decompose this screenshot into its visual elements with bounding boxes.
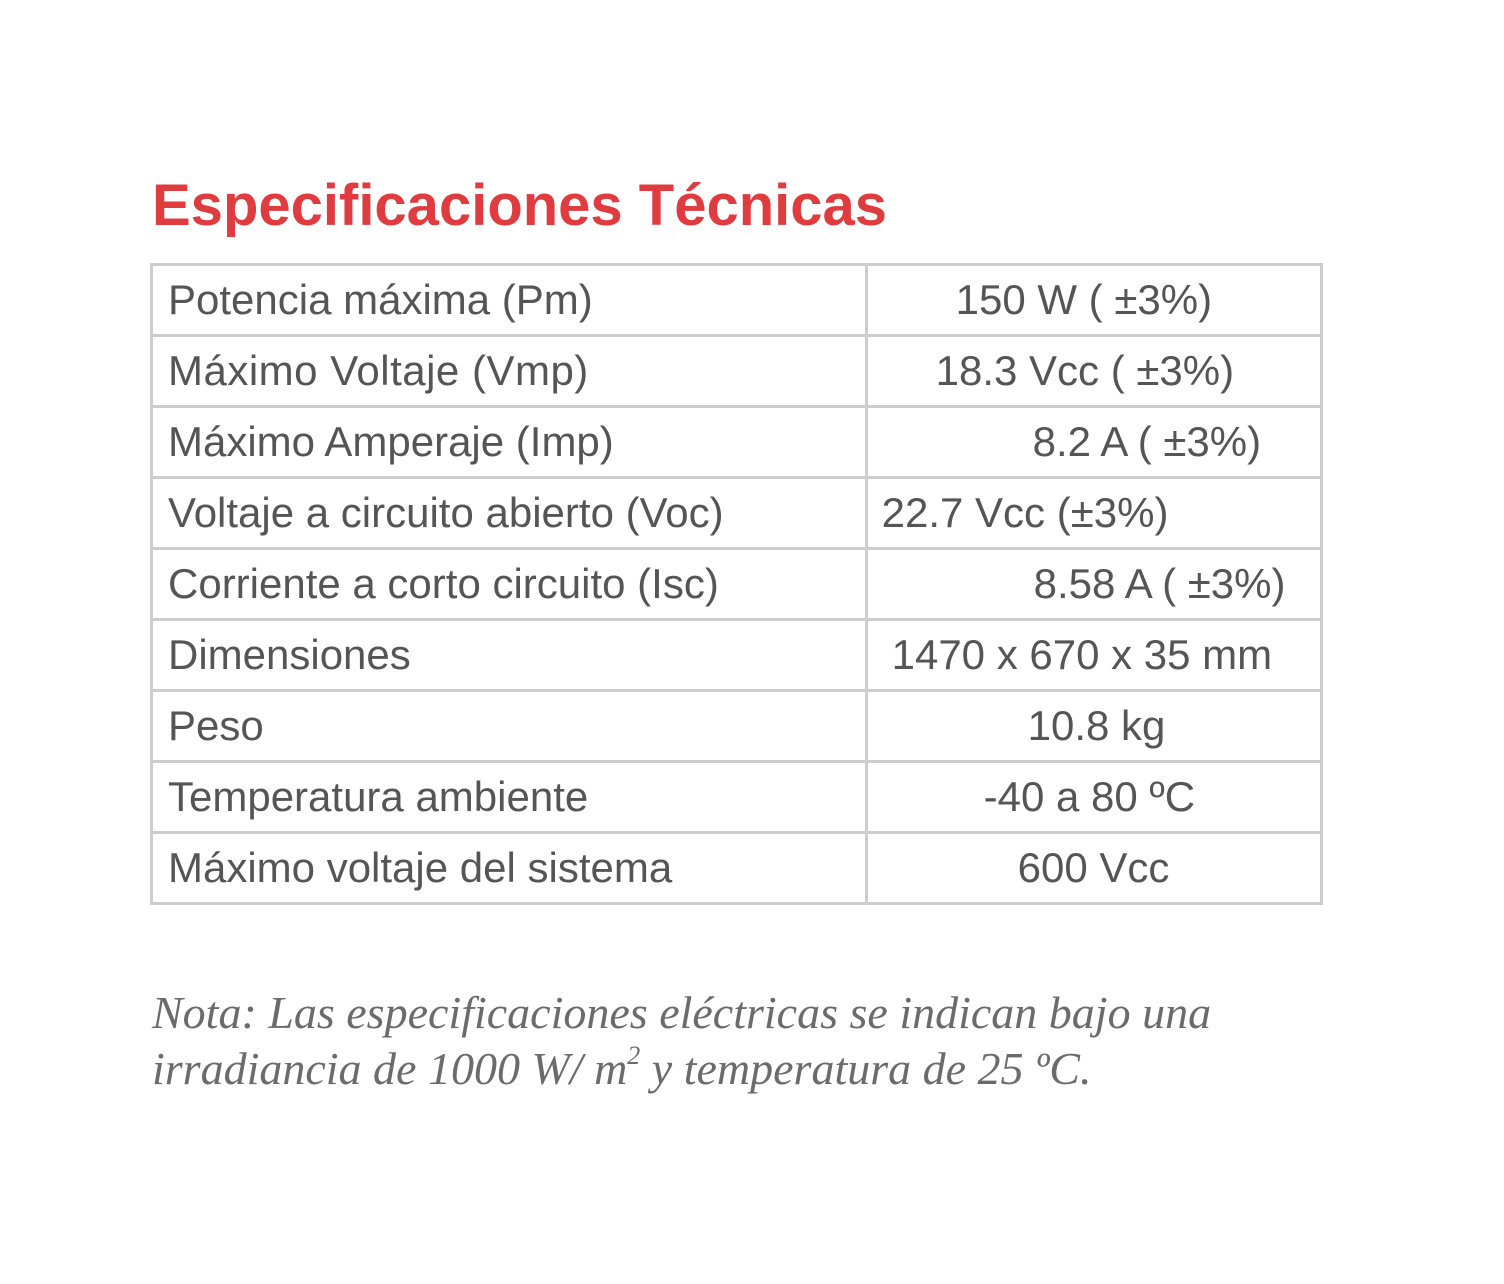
spec-value: 1470 x 670 x 35 mm	[864, 618, 1324, 692]
spec-label: Peso	[150, 689, 868, 763]
specifications-table: Potencia máxima (Pm) 150 W ( ±3%) Máximo…	[150, 263, 1324, 905]
spec-value: 18.3 Vcc ( ±3%)	[864, 334, 1324, 408]
spec-label: Voltaje a circuito abierto (Voc)	[150, 476, 868, 550]
spec-value-text: 8.58 A ( ±3%)	[1033, 560, 1286, 607]
table-row: Temperatura ambiente -40 a 80 ºC	[150, 760, 1324, 834]
spec-label: Temperatura ambiente	[150, 760, 868, 834]
table-row: Máximo Amperaje (Imp) 8.2 A ( ±3%)	[150, 405, 1324, 479]
spec-value: 8.58 A ( ±3%)	[864, 547, 1324, 621]
table-row: Dimensiones 1470 x 670 x 35 mm	[150, 618, 1324, 692]
spec-label: Potencia máxima (Pm)	[150, 263, 868, 337]
spec-value-text: 18.3 Vcc ( ±3%)	[935, 347, 1235, 394]
table-row: Corriente a corto circuito (Isc) 8.58 A …	[150, 547, 1324, 621]
spec-value: 10.8 kg	[864, 689, 1324, 763]
footnote-superscript: 2	[627, 1041, 641, 1070]
spec-value: 8.2 A ( ±3%)	[864, 405, 1324, 479]
spec-value: 600 Vcc	[864, 831, 1324, 905]
footnote-line-2-suffix: y temperatura de 25 ºC.	[640, 1043, 1092, 1094]
spec-value-text: 1470 x 670 x 35 mm	[891, 631, 1273, 678]
spec-value: 150 W ( ±3%)	[864, 263, 1324, 337]
spec-label: Corriente a corto circuito (Isc)	[150, 547, 868, 621]
footnote: Nota: Las especificaciones eléctricas se…	[152, 985, 1352, 1097]
spec-label: Máximo Amperaje (Imp)	[150, 405, 868, 479]
footnote-line-2-prefix: irradiancia de 1000 W/ m	[152, 1043, 628, 1094]
spec-value: 22.7 Vcc (±3%)	[864, 476, 1324, 550]
spec-label: Máximo Voltaje (Vmp)	[150, 334, 868, 408]
spec-value-text: 150 W ( ±3%)	[955, 276, 1213, 323]
table-row: Máximo voltaje del sistema 600 Vcc	[150, 831, 1324, 905]
spec-value-text: -40 a 80 ºC	[983, 773, 1196, 820]
spec-value: -40 a 80 ºC	[864, 760, 1324, 834]
table-row: Máximo Voltaje (Vmp) 18.3 Vcc ( ±3%)	[150, 334, 1324, 408]
table-row: Voltaje a circuito abierto (Voc) 22.7 Vc…	[150, 476, 1324, 550]
footnote-line-1: Nota: Las especificaciones eléctricas se…	[152, 987, 1212, 1038]
table-row: Potencia máxima (Pm) 150 W ( ±3%)	[150, 263, 1324, 337]
spec-value-text: 8.2 A ( ±3%)	[1032, 418, 1262, 465]
spec-value-text: 10.8 kg	[1027, 702, 1166, 749]
spec-label: Dimensiones	[150, 618, 868, 692]
spec-label: Máximo voltaje del sistema	[150, 831, 868, 905]
table-row: Peso 10.8 kg	[150, 689, 1324, 763]
spec-value-text: 22.7 Vcc (±3%)	[881, 489, 1169, 536]
page-title: Especificaciones Técnicas	[152, 173, 888, 238]
spec-value-text: 600 Vcc	[1017, 844, 1170, 891]
